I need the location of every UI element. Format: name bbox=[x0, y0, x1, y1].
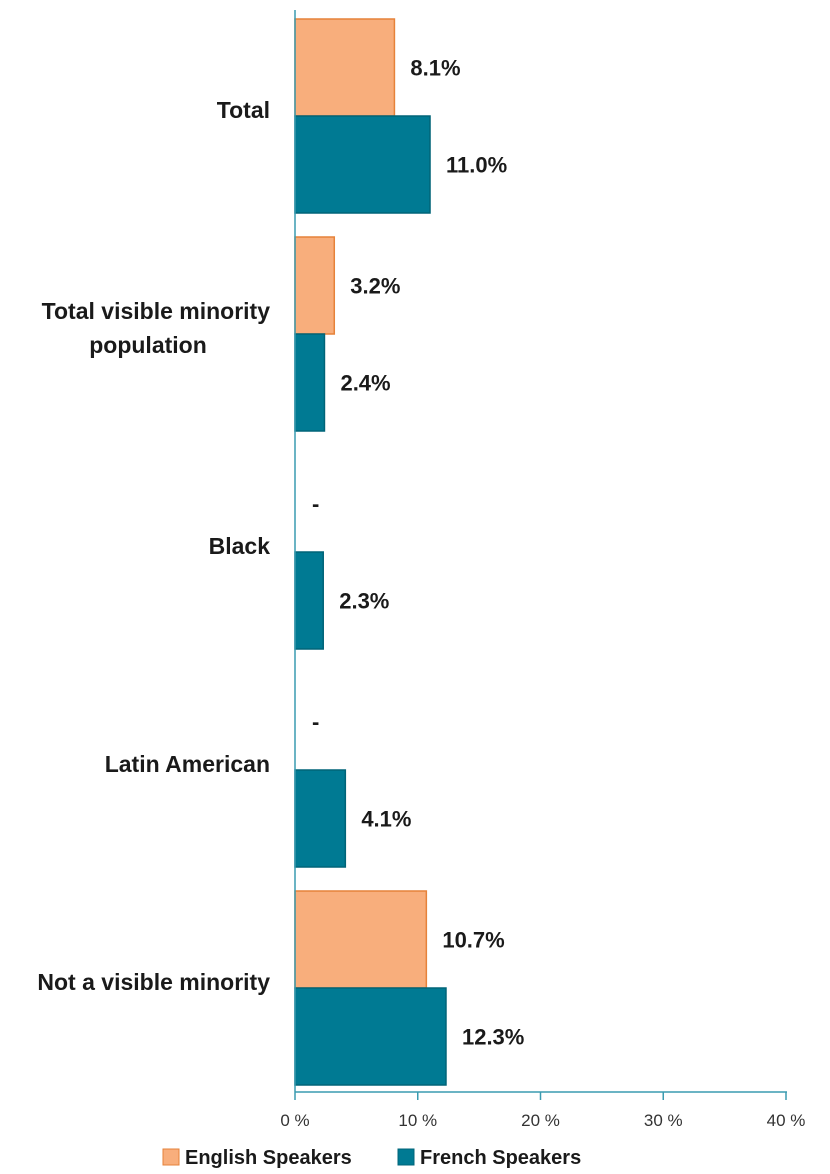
x-tick-label-3: 30 % bbox=[644, 1111, 683, 1130]
legend-label-english: English Speakers bbox=[185, 1147, 352, 1169]
x-tick-label-1: 10 % bbox=[398, 1111, 437, 1130]
value-label-english-3: - bbox=[312, 710, 319, 735]
category-label-4: Not a visible minority bbox=[37, 969, 270, 995]
bar-french-2 bbox=[294, 551, 324, 650]
value-label-french-3: 4.1% bbox=[361, 807, 411, 832]
bar-english-0 bbox=[294, 18, 396, 117]
x-tick-label-0: 0 % bbox=[280, 1111, 309, 1130]
x-tick-label-4: 40 % bbox=[767, 1111, 806, 1130]
bar-english-1 bbox=[294, 236, 336, 335]
value-label-french-0: 11.0% bbox=[446, 153, 507, 178]
bar-english-4 bbox=[294, 890, 428, 989]
category-label-1: Total visible minority population bbox=[42, 298, 271, 358]
value-label-english-4: 10.7% bbox=[442, 928, 504, 953]
category-label-3: Latin American bbox=[105, 751, 270, 777]
value-label-french-2: 2.3% bbox=[339, 589, 389, 614]
bar-french-0 bbox=[294, 115, 431, 214]
x-tick-label-2: 20 % bbox=[521, 1111, 560, 1130]
value-label-english-1: 3.2% bbox=[350, 274, 400, 299]
legend-swatch-english bbox=[162, 1148, 180, 1166]
value-label-french-1: 2.4% bbox=[340, 371, 390, 396]
legend-label-french: French Speakers bbox=[420, 1147, 581, 1169]
legend-swatch-french bbox=[397, 1148, 415, 1166]
bar-french-1 bbox=[294, 333, 326, 432]
bar-french-3 bbox=[294, 769, 347, 868]
category-label-0: Total bbox=[217, 97, 270, 123]
bar-french-4 bbox=[294, 987, 447, 1086]
value-label-english-2: - bbox=[312, 492, 319, 517]
value-label-english-0: 8.1% bbox=[410, 56, 460, 81]
value-label-french-4: 12.3% bbox=[462, 1025, 524, 1050]
category-label-2: Black bbox=[209, 533, 271, 559]
